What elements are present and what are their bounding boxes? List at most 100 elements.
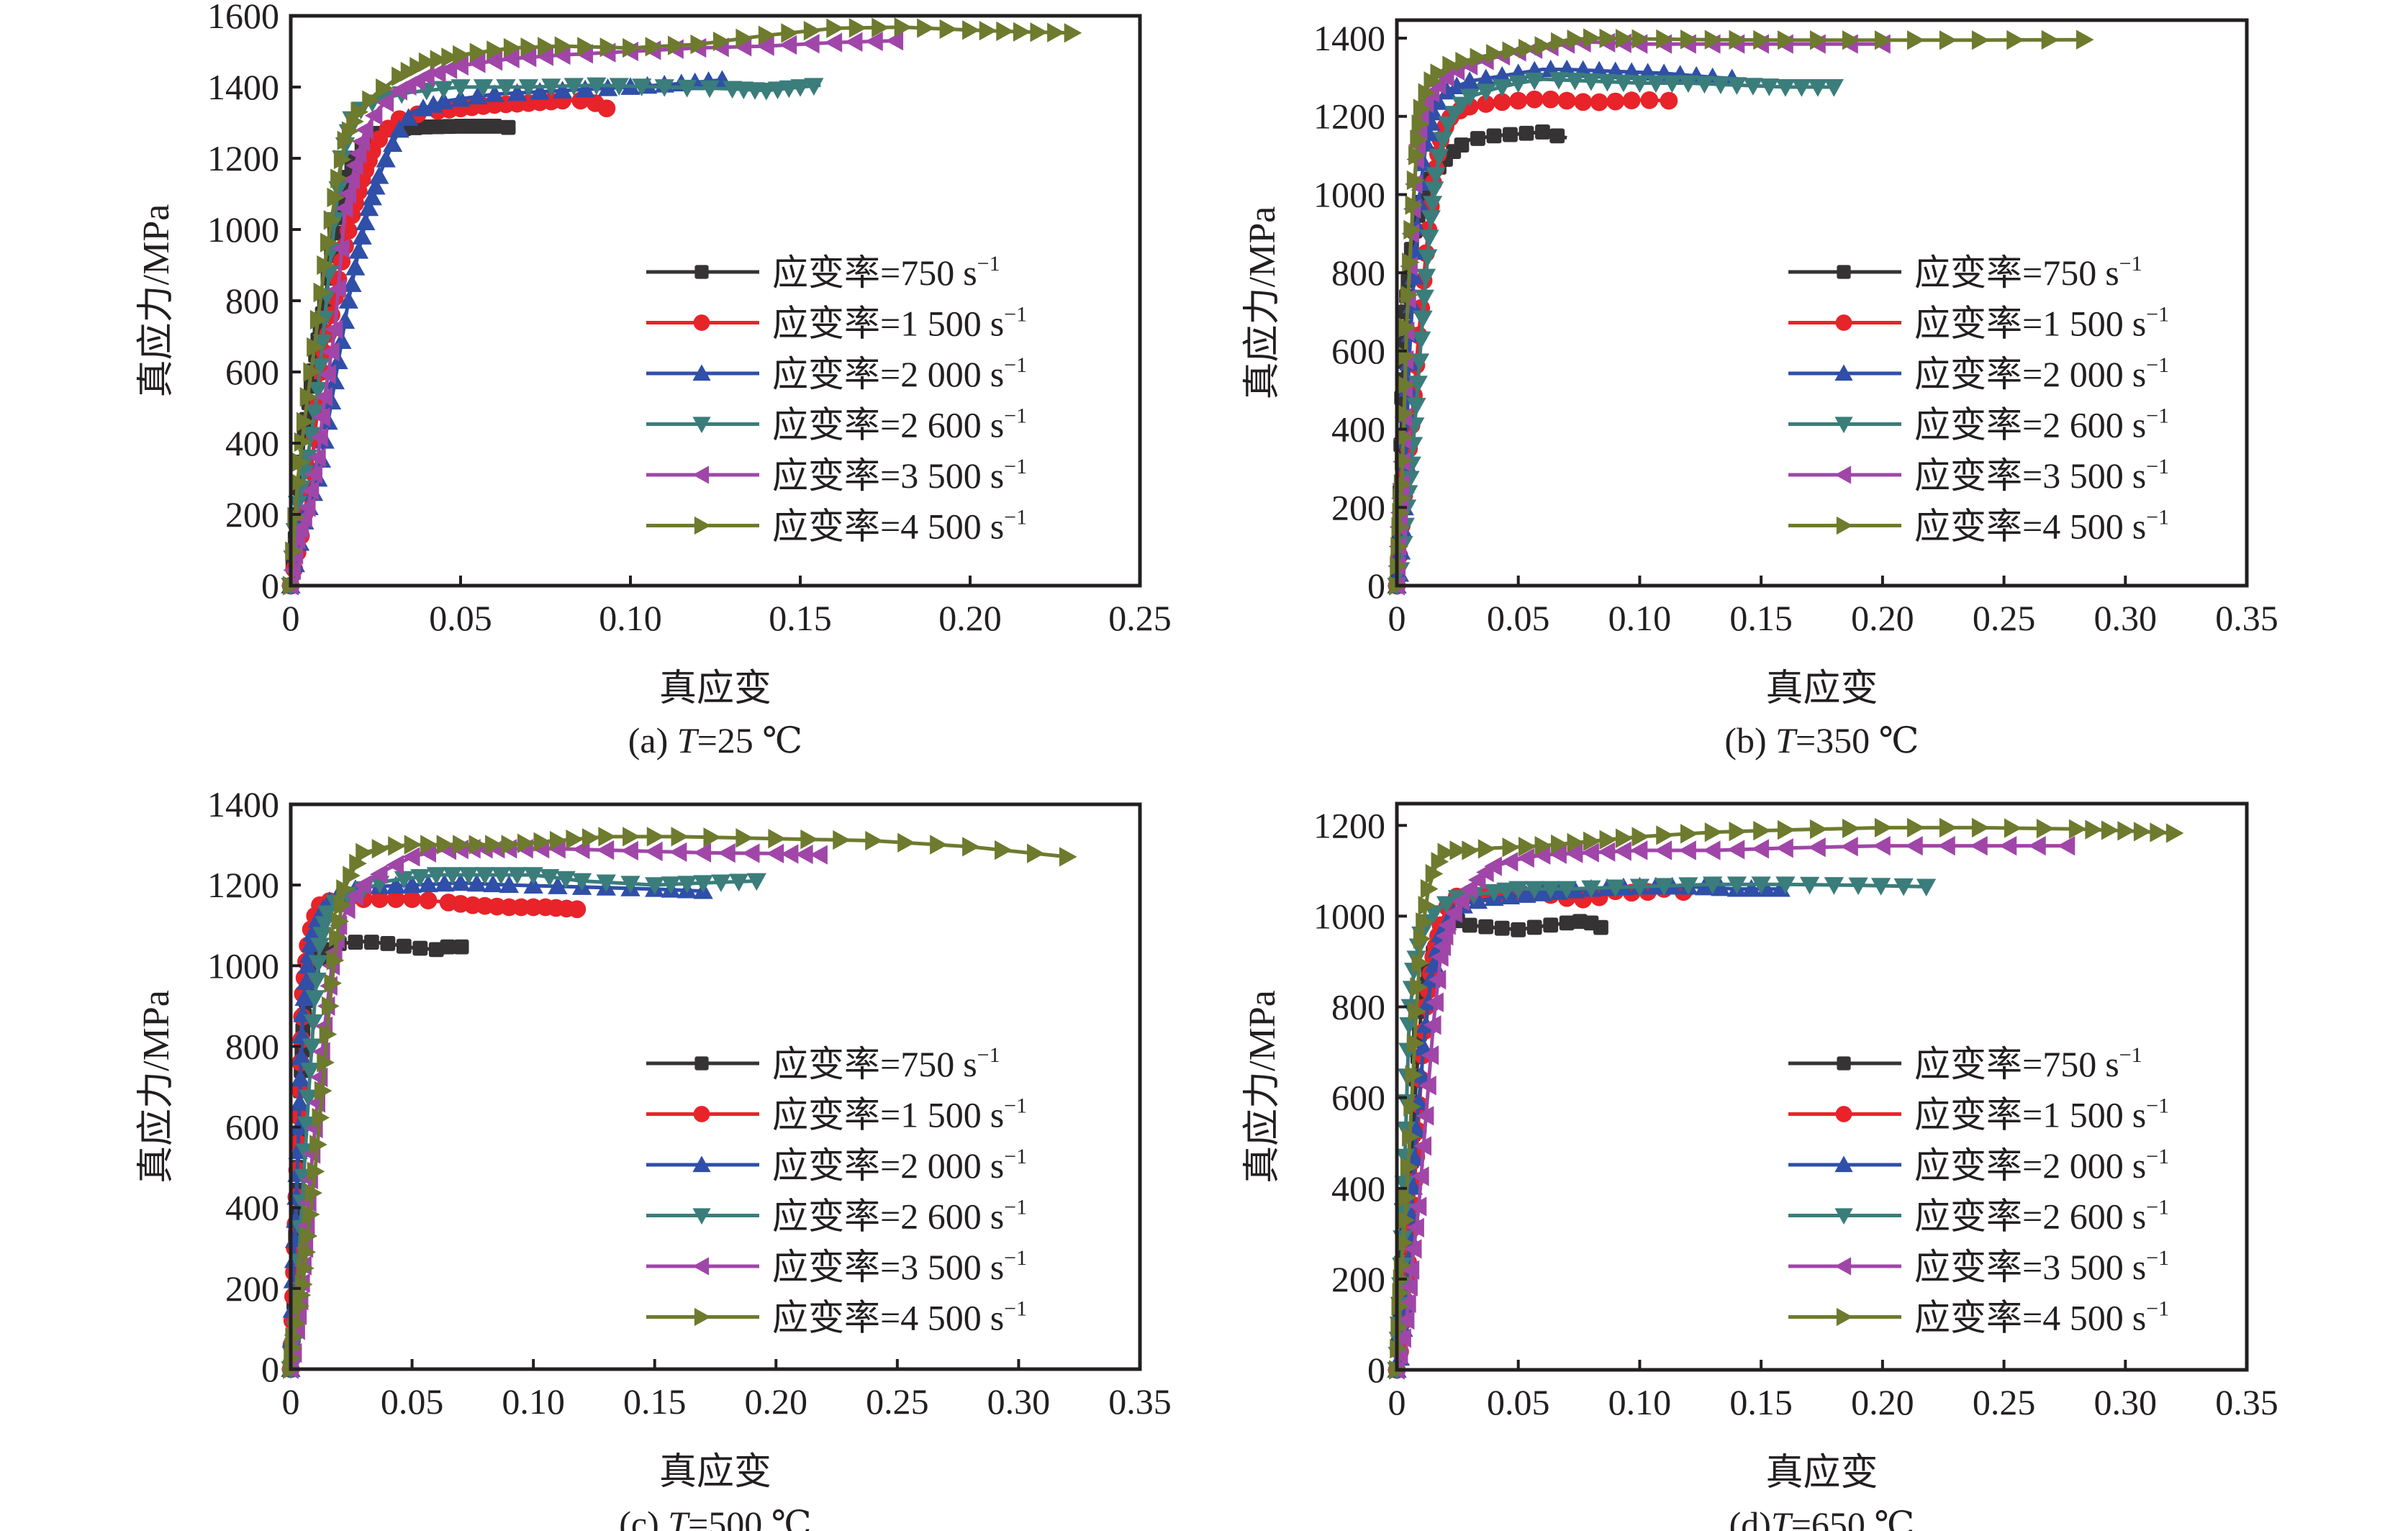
- marker-triangle-left: [314, 387, 333, 407]
- marker-triangle-right: [1455, 51, 1473, 72]
- marker-triangle-left: [779, 35, 797, 55]
- chart-panel-c: 0 0.05 0.10 0.15 0.20 0.25 0.30 0.35 0 200 400 600 8…: [136, 784, 1172, 1531]
- legend-unit-exponent: −1: [1004, 404, 1027, 428]
- legend-item: 应变率=2 600 s−1: [1788, 1196, 2169, 1237]
- marker-triangle-right: [313, 282, 332, 303]
- legend-unit-exponent: −1: [2146, 404, 2169, 428]
- marker-triangle-right: [758, 25, 777, 45]
- marker-triangle-down: [1694, 76, 1715, 94]
- legend-item: 应变率=3 500 s−1: [1788, 455, 2169, 496]
- plot-frame: [289, 14, 1142, 588]
- marker-circle: [386, 890, 405, 909]
- marker-triangle-right: [533, 832, 552, 852]
- marker-triangle-right: [333, 150, 352, 170]
- marker-triangle-left: [1423, 1015, 1441, 1035]
- marker-triangle-up: [302, 923, 322, 942]
- caption-label: (d): [1729, 1504, 1771, 1531]
- marker-triangle-right: [735, 828, 753, 848]
- marker-triangle-up: [1834, 364, 1853, 381]
- marker-circle: [1509, 91, 1528, 110]
- marker-triangle-right: [2068, 819, 2087, 839]
- x-tick-label: 0.30: [2094, 1382, 2158, 1422]
- legend-item: 应变率=2 000 s−1: [1788, 1145, 2169, 1186]
- marker-triangle-down: [728, 873, 749, 892]
- marker-triangle-down: [1424, 181, 1444, 199]
- legend-unit-exponent: −1: [977, 252, 1000, 276]
- marker-triangle-down: [443, 867, 463, 885]
- x-tick-label: 0.15: [1729, 598, 1793, 638]
- marker-triangle-right: [1462, 840, 1480, 860]
- marker-square: [1593, 919, 1608, 935]
- marker-triangle-left: [335, 198, 353, 218]
- marker-triangle-right: [979, 20, 997, 41]
- marker-triangle-left: [620, 840, 638, 861]
- x-tick-label: 0.15: [769, 598, 832, 638]
- marker-triangle-right: [671, 827, 689, 847]
- plot-area: [1387, 28, 2094, 596]
- marker-triangle-right: [317, 255, 335, 276]
- marker-square: [412, 940, 428, 956]
- marker-circle: [419, 891, 438, 909]
- marker-triangle-down: [1848, 877, 1868, 896]
- legend-item: 应变率=750 s−1: [646, 1043, 1000, 1084]
- marker-triangle-right: [453, 45, 471, 65]
- series-line: [1395, 882, 1927, 1371]
- caption-value: =350 ℃: [1796, 720, 1919, 760]
- marker-triangle-down: [1524, 72, 1544, 91]
- y-tick-label: 1400: [207, 784, 279, 824]
- caption-variable: T: [677, 720, 700, 760]
- marker-triangle-up: [507, 83, 528, 101]
- marker-triangle-down: [314, 916, 335, 934]
- marker-triangle-right: [1551, 32, 1569, 53]
- legend-unit-exponent: −1: [2146, 506, 2169, 530]
- marker-triangle-down: [1581, 73, 1601, 91]
- marker-triangle-right: [1551, 834, 1569, 855]
- marker-triangle-down: [312, 334, 332, 353]
- legend-item: 应变率=2 000 s−1: [1788, 353, 2169, 394]
- marker-triangle-left: [844, 32, 863, 52]
- marker-triangle-up: [1549, 882, 1569, 900]
- marker-triangle-right: [331, 911, 350, 932]
- caption-label: (b): [1724, 720, 1775, 760]
- marker-triangle-down: [1436, 896, 1457, 914]
- marker-triangle-left: [824, 32, 843, 53]
- legend-unit-exponent: −1: [2146, 1246, 2169, 1270]
- marker-triangle-up: [484, 84, 504, 102]
- caption-variable: T: [1775, 720, 1798, 760]
- legend-prefix: 应变率=: [772, 304, 900, 344]
- marker-triangle-right: [1431, 852, 1449, 872]
- legend-rate: 4 500: [2042, 1298, 2124, 1338]
- y-tick-label: 1200: [207, 865, 279, 905]
- marker-triangle-left: [328, 278, 346, 299]
- marker-square: [1518, 125, 1534, 141]
- marker-triangle-down: [1759, 78, 1780, 96]
- marker-triangle-right: [420, 835, 438, 855]
- marker-circle: [1574, 93, 1593, 112]
- caption-label: (c): [619, 1504, 668, 1531]
- marker-triangle-down: [1743, 78, 1763, 96]
- marker-triangle-down: [1508, 75, 1529, 94]
- panel-caption: (d)T=650 ℃: [1729, 1504, 1915, 1531]
- marker-triangle-right: [337, 130, 356, 150]
- legend-unit-exponent: −1: [1004, 353, 1027, 377]
- marker-triangle-right: [1631, 827, 1650, 847]
- marker-square: [1511, 922, 1526, 937]
- marker-triangle-down: [1419, 230, 1439, 247]
- legend-unit: s: [990, 1095, 1004, 1135]
- y-tick-label: 1200: [1313, 805, 1385, 845]
- legend-rate: 2 600: [900, 405, 982, 445]
- legend-label: 应变率=4 500 s−1: [1914, 506, 2169, 547]
- marker-triangle-left: [1549, 844, 1567, 864]
- x-tick-label: 0.25: [1973, 1382, 2036, 1422]
- marker-triangle-right: [599, 37, 618, 58]
- plot-area: [281, 17, 1082, 596]
- marker-square: [1559, 915, 1575, 931]
- marker-triangle-right: [1403, 1096, 1421, 1117]
- marker-triangle-right: [400, 61, 419, 82]
- marker-triangle-down: [507, 867, 528, 885]
- marker-circle: [1835, 1106, 1852, 1122]
- marker-triangle-down: [1597, 73, 1618, 92]
- marker-square: [694, 265, 709, 279]
- marker-triangle-left: [1400, 1276, 1418, 1297]
